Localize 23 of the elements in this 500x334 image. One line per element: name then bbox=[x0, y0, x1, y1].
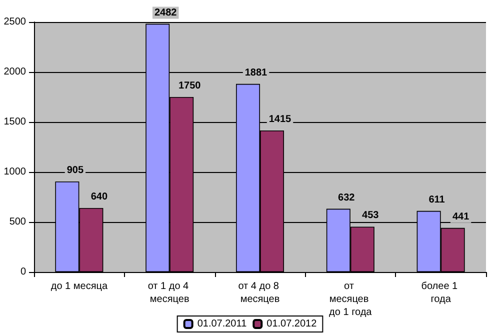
y-tick-label: 1500 bbox=[4, 116, 26, 128]
data-label: 640 bbox=[90, 192, 108, 202]
data-label: 611 bbox=[428, 194, 446, 206]
data-label: 453 bbox=[362, 210, 380, 222]
y-tick-label: 500 bbox=[9, 216, 26, 228]
x-tick-label: от месяцев до 1 года bbox=[329, 281, 372, 318]
legend-label: 01.07.2011 bbox=[197, 318, 248, 330]
data-label: 905 bbox=[66, 165, 84, 176]
x-tick-label: от 4 до 8 месяцев bbox=[238, 281, 282, 305]
x-tick-label: от 1 до 4 месяцев bbox=[148, 281, 192, 305]
y-tick-label: 2000 bbox=[4, 66, 26, 78]
y-tick-label: 1000 bbox=[4, 166, 26, 178]
data-label: 1415 bbox=[268, 114, 292, 125]
legend-label: 01.07.2012 bbox=[266, 318, 318, 330]
x-tick-label: до 1 месяца bbox=[50, 281, 108, 292]
data-label: 1881 bbox=[244, 67, 268, 78]
data-label: 632 bbox=[338, 192, 356, 204]
y-tick-label: 0 bbox=[20, 266, 26, 278]
data-label: 441 bbox=[452, 211, 470, 222]
data-label: 1750 bbox=[178, 80, 202, 92]
y-tick-label: 2500 bbox=[4, 16, 26, 28]
x-tick-label: более 1 года bbox=[421, 281, 460, 305]
data-label: 2482 bbox=[154, 7, 178, 18]
